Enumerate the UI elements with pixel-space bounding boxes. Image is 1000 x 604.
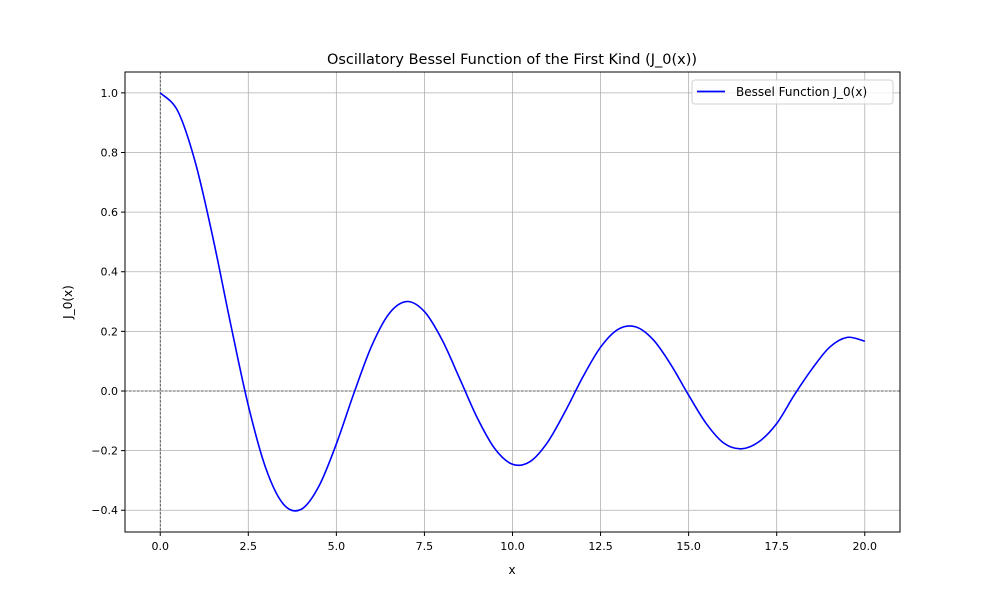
- grid: [125, 72, 900, 532]
- x-tick-label: 10.0: [500, 540, 525, 553]
- y-tick-label: −0.4: [91, 504, 118, 517]
- y-axis-ticks: −0.4 −0.2 0.0 0.2 0.4 0.6 0.8 1.0: [91, 87, 125, 517]
- plot-area: [159, 92, 865, 512]
- series-line: [159, 92, 865, 512]
- y-tick-label: −0.2: [91, 445, 118, 458]
- reference-lines: [125, 72, 900, 532]
- legend-label: Bessel Function J_0(x): [736, 85, 867, 99]
- legend: Bessel Function J_0(x): [691, 79, 894, 105]
- x-tick-label: 12.5: [588, 540, 613, 553]
- y-axis-label: J_0(x): [61, 285, 75, 320]
- legend-box: [691, 79, 894, 105]
- x-tick-label: 5.0: [328, 540, 346, 553]
- y-tick-label: 0.0: [101, 385, 119, 398]
- y-tick-label: 1.0: [101, 87, 119, 100]
- x-tick-label: 17.5: [764, 540, 789, 553]
- y-tick-label: 0.4: [101, 266, 119, 279]
- x-tick-label: 7.5: [416, 540, 434, 553]
- x-tick-label: 2.5: [240, 540, 258, 553]
- y-tick-label: 0.8: [101, 146, 119, 159]
- x-tick-label: 0.0: [151, 540, 169, 553]
- chart-title: Oscillatory Bessel Function of the First…: [327, 52, 697, 68]
- x-tick-label: 15.0: [676, 540, 701, 553]
- y-tick-label: 0.2: [101, 325, 119, 338]
- x-axis-label: x: [508, 563, 515, 577]
- x-axis-ticks: 0.0 2.5 5.0 7.5 10.0 12.5 15.0 17.5 20.0: [151, 532, 877, 553]
- x-tick-label: 20.0: [853, 540, 878, 553]
- y-tick-label: 0.6: [101, 206, 119, 219]
